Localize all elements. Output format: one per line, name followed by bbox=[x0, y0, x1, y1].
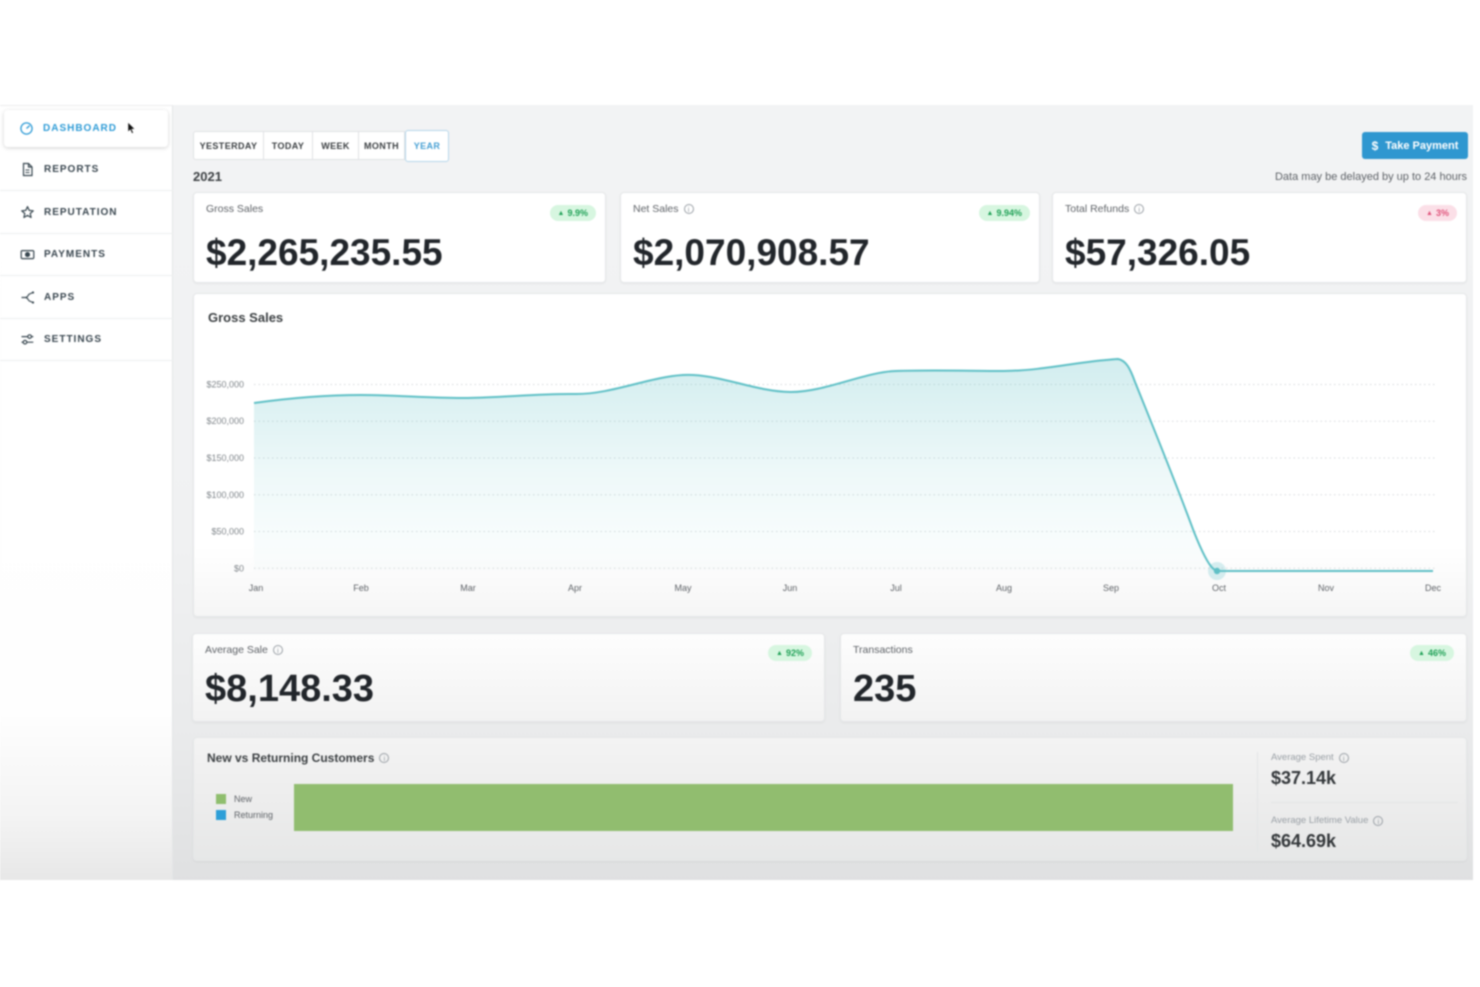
svg-text:Mar: Mar bbox=[460, 583, 476, 593]
svg-text:Jan: Jan bbox=[249, 583, 264, 593]
svg-text:Apr: Apr bbox=[568, 583, 582, 593]
svg-text:Jun: Jun bbox=[783, 583, 798, 593]
svg-text:Feb: Feb bbox=[353, 583, 369, 593]
svg-text:$250,000: $250,000 bbox=[206, 380, 244, 390]
svg-text:Oct: Oct bbox=[1212, 583, 1227, 593]
svg-text:Aug: Aug bbox=[996, 583, 1012, 593]
svg-text:Sep: Sep bbox=[1103, 583, 1119, 593]
svg-text:$200,000: $200,000 bbox=[206, 416, 244, 426]
svg-text:Dec: Dec bbox=[1425, 583, 1442, 593]
svg-text:$50,000: $50,000 bbox=[211, 527, 244, 537]
svg-text:May: May bbox=[674, 583, 692, 593]
svg-text:Nov: Nov bbox=[1318, 583, 1335, 593]
svg-text:$150,000: $150,000 bbox=[206, 453, 244, 463]
svg-text:Jul: Jul bbox=[890, 583, 902, 593]
svg-text:$100,000: $100,000 bbox=[206, 490, 244, 500]
svg-text:$0: $0 bbox=[234, 563, 244, 573]
